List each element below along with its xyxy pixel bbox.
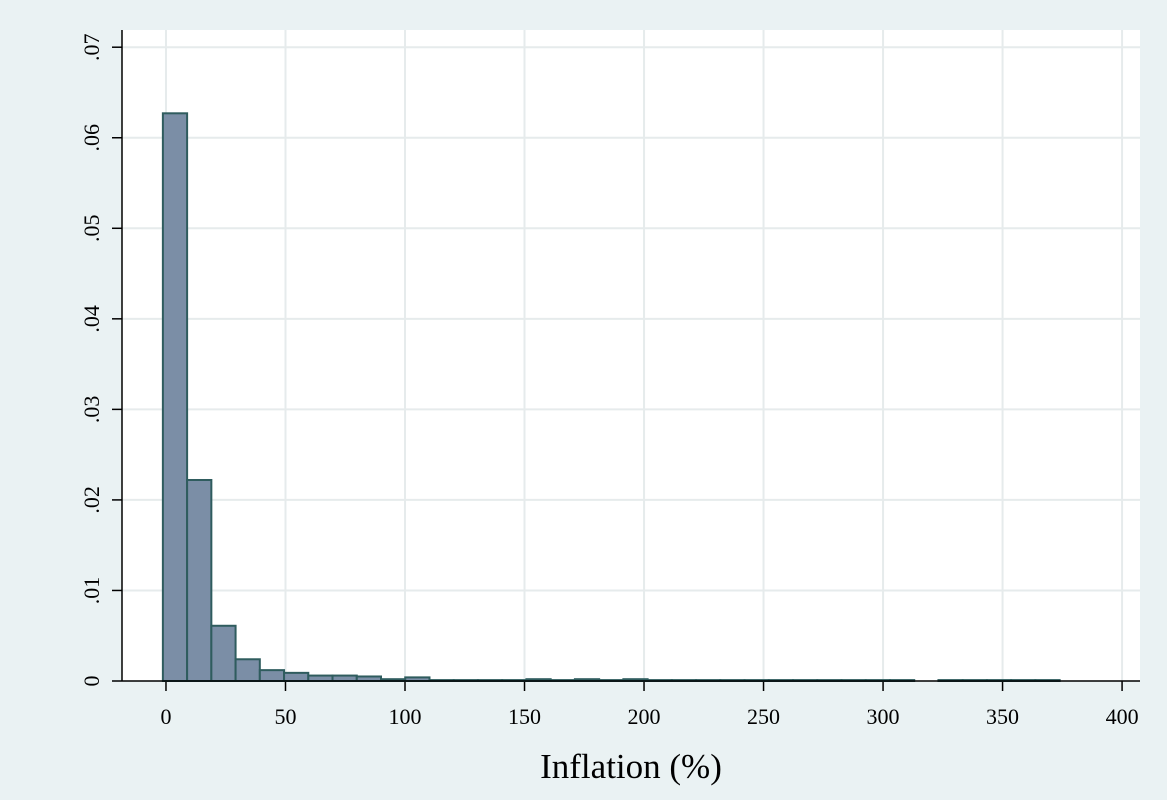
bar xyxy=(307,674,334,682)
x-tick-label: 200 xyxy=(628,704,661,729)
bar xyxy=(283,671,310,683)
x-tick-label: 300 xyxy=(867,704,900,729)
x-tick-label: 100 xyxy=(389,704,422,729)
y-tick-label: .03 xyxy=(79,396,104,424)
bar xyxy=(234,658,261,683)
y-tick-label: .02 xyxy=(79,486,104,514)
y-tick-label: .07 xyxy=(79,33,104,61)
x-tick-label: 250 xyxy=(747,704,780,729)
y-tick-label: 0 xyxy=(79,676,104,687)
x-tick-label: 350 xyxy=(986,704,1019,729)
x-tick-label: 150 xyxy=(508,704,541,729)
y-tick-label: .04 xyxy=(79,305,104,333)
x-tick-label: 50 xyxy=(274,704,296,729)
x-tick-label: 400 xyxy=(1106,704,1139,729)
bar xyxy=(210,624,237,682)
bar xyxy=(161,112,189,683)
bar xyxy=(258,669,286,682)
y-tick-label: .01 xyxy=(79,577,104,605)
x-axis-label: Inflation (%) xyxy=(540,747,722,786)
y-tick-label: .06 xyxy=(79,124,104,152)
bar xyxy=(186,478,213,682)
x-tick-label: 0 xyxy=(160,704,171,729)
plot-area xyxy=(122,30,1140,681)
y-tick-label: .05 xyxy=(79,215,104,243)
bar xyxy=(331,674,358,682)
